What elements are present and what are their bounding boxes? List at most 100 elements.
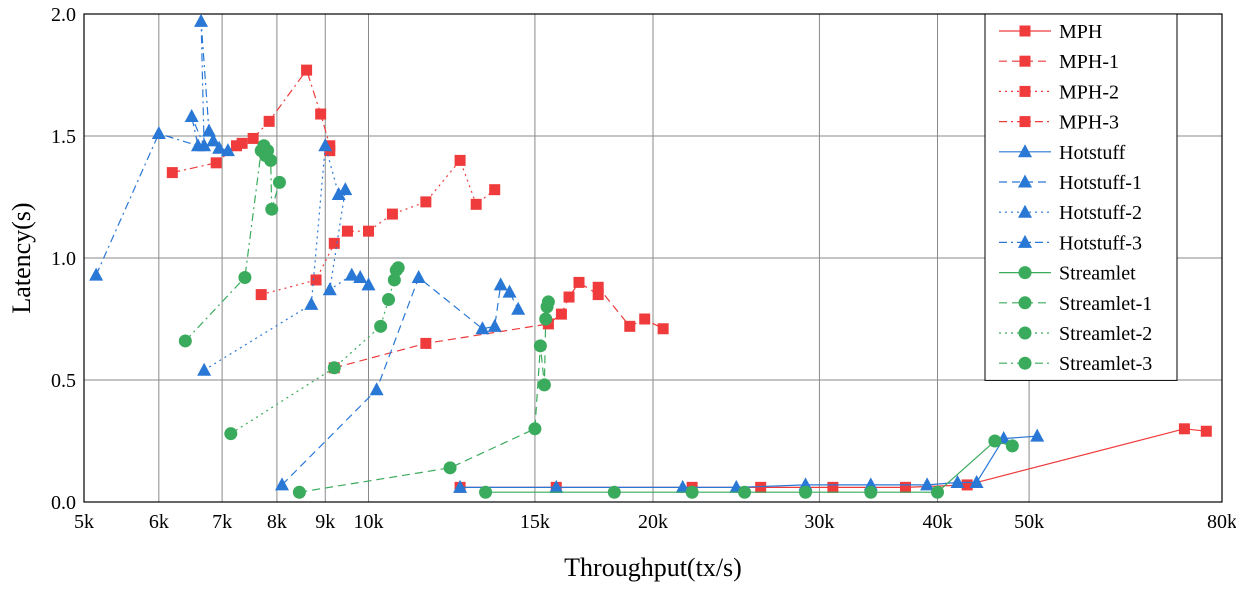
legend-item: MPH-1 [999, 51, 1119, 73]
data-point [315, 108, 327, 120]
legend-marker [1019, 25, 1031, 37]
data-point [607, 485, 621, 499]
legend-item: MPH-3 [999, 112, 1119, 134]
data-point [502, 284, 517, 298]
data-point [89, 267, 104, 281]
data-point [236, 137, 248, 149]
legend-item: Streamlet-2 [999, 323, 1152, 345]
data-point [261, 144, 275, 158]
data-point [573, 276, 585, 288]
data-point [624, 320, 636, 332]
data-point [292, 485, 306, 499]
tick-labels: 5k 6k 7k 8k 9k 10k 15k 20k 30k 40k 50k 80k 0.0 0.5 1.0… [51, 4, 1236, 533]
data-point [900, 481, 912, 493]
data-point [420, 196, 432, 208]
data-point [328, 237, 340, 249]
legend-item: MPH-2 [999, 81, 1119, 103]
x-tick-label: 5k [74, 511, 94, 533]
data-point [382, 292, 396, 306]
series-line-streamlet-3 [184, 144, 281, 342]
legend-item: Hotstuff-1 [999, 172, 1142, 194]
legend-label: MPH-2 [1059, 81, 1119, 103]
data-point [184, 108, 199, 122]
legend-item: Hotstuff-3 [999, 232, 1142, 254]
x-tick-label: 6k [149, 511, 169, 533]
data-point [487, 318, 502, 332]
data-point [387, 273, 401, 287]
legend-marker [1018, 174, 1032, 188]
legend-label: MPH [1059, 21, 1102, 43]
legend-label: Hotstuff [1059, 142, 1126, 164]
series-line-streamlet-1 [299, 301, 549, 493]
data-point [592, 289, 604, 301]
legend-marker [1018, 296, 1032, 310]
data-point [197, 138, 212, 152]
plot-frame [83, 13, 1223, 503]
data-point [479, 485, 493, 499]
series-line-mph-2 [261, 159, 496, 296]
data-point [961, 479, 973, 491]
legend-label: MPH-3 [1059, 112, 1119, 134]
data-point [201, 123, 216, 137]
data-point [194, 13, 209, 27]
data-point [1200, 425, 1212, 437]
y-tick-label: 0.5 [51, 370, 76, 392]
legend-label: Streamlet-1 [1059, 293, 1152, 315]
data-point [369, 382, 384, 396]
data-point [657, 323, 669, 335]
data-point [344, 267, 359, 281]
data-point [1005, 439, 1019, 453]
data-point [931, 485, 944, 499]
data-point [539, 312, 553, 326]
data-point [212, 140, 227, 154]
legend-marker [1019, 55, 1031, 67]
data-point [338, 182, 353, 196]
data-point [238, 271, 252, 285]
data-point [275, 477, 290, 491]
data-point [443, 461, 457, 475]
legend-marker [1018, 356, 1032, 370]
legend-label: Streamlet-2 [1059, 323, 1152, 345]
legend-marker [1018, 266, 1032, 280]
series-mph-2 [255, 154, 501, 301]
data-point [920, 477, 935, 491]
legend-item: Streamlet-1 [999, 293, 1152, 315]
data-point [685, 485, 699, 499]
data-point [533, 339, 547, 353]
data-point [1178, 423, 1190, 435]
y-tick-label: 0.0 [51, 492, 76, 514]
data-point [738, 485, 752, 499]
data-point [475, 321, 490, 335]
legend-label: Streamlet-3 [1059, 353, 1152, 375]
x-tick-label: 40k [923, 511, 953, 533]
data-point [331, 187, 346, 201]
data-point [210, 157, 222, 169]
data-point [639, 313, 651, 325]
series-streamlet-3 [178, 139, 286, 348]
legend: MPH MPH-1 MPH-2 MPH-3 Hotstuff Hotstuff-1 Hots… [984, 13, 1178, 381]
data-point [231, 140, 243, 152]
data-point [318, 138, 333, 152]
data-point [327, 361, 341, 375]
data-point [197, 362, 212, 376]
data-point [386, 208, 398, 220]
data-point [511, 301, 526, 315]
y-tick-label: 1.5 [51, 126, 76, 148]
legend-marker [1018, 144, 1032, 158]
data-point [950, 474, 965, 488]
legend-label: Streamlet [1059, 263, 1136, 285]
series-streamlet-1 [292, 295, 555, 499]
legend-marker [1019, 85, 1031, 97]
series-hotstuff-3 [89, 13, 235, 281]
data-point [541, 295, 555, 309]
legend-marker [1019, 116, 1031, 128]
data-point [549, 479, 564, 493]
data-point [489, 184, 501, 196]
x-tick-label: 8k [267, 511, 287, 533]
legend-marker [1018, 326, 1032, 340]
data-point [470, 198, 482, 210]
legend-label: Hotstuff-3 [1059, 232, 1142, 254]
data-point [363, 225, 374, 237]
data-point [453, 479, 468, 493]
data-point [151, 126, 166, 140]
